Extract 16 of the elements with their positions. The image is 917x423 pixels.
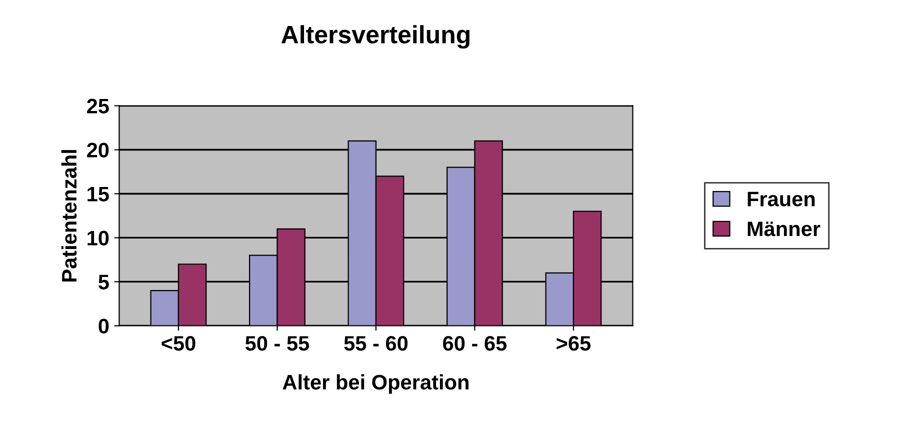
chart-title: Altersverteilung (281, 25, 470, 49)
legend-label: Männer (748, 222, 820, 236)
y-tick-label: 20 (87, 142, 109, 158)
y-tick-label: 5 (98, 274, 109, 290)
y-axis-title: Patientenzahl (61, 150, 77, 282)
y-tick-label: 25 (87, 98, 109, 114)
x-tick-label: >65 (556, 336, 591, 351)
x-tick-label: 60 - 65 (443, 336, 507, 351)
y-tick-label: 15 (88, 186, 109, 202)
x-axis-title: Alter bei Operation (282, 374, 468, 394)
x-tick-label: 55 - 60 (344, 336, 408, 351)
x-tick-label: <50 (162, 336, 196, 351)
y-tick-label: 0 (98, 318, 109, 334)
legend-label: Frauen (748, 192, 815, 206)
y-tick-label: 10 (88, 230, 109, 246)
x-tick-label: 50 - 55 (245, 336, 310, 351)
